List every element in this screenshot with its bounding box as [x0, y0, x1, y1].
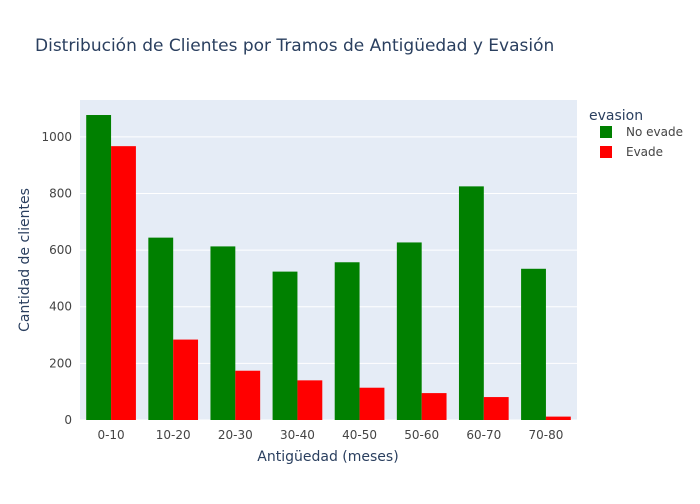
bar-evade-60-70: [483, 397, 509, 420]
y-tick-label: 600: [49, 243, 72, 257]
bar-evade-20-30: [235, 370, 261, 420]
bar-evade-10-20: [173, 339, 199, 420]
legend-label-no-evade: No evade: [626, 125, 683, 139]
legend-title: evasion: [589, 108, 643, 124]
bar-no-evade-10-20: [148, 237, 174, 420]
x-tick-label: 30-40: [280, 428, 315, 442]
bar-evade-70-80: [545, 416, 571, 420]
legend-swatch-no-evade: [600, 126, 612, 138]
y-tick-label: 400: [49, 300, 72, 314]
bar-evade-40-50: [359, 387, 385, 420]
x-tick-label: 50-60: [404, 428, 439, 442]
x-axis-title: Antigüedad (meses): [257, 449, 398, 465]
y-tick-label: 0: [64, 413, 72, 427]
bar-no-evade-0-10: [86, 115, 112, 420]
bar-evade-30-40: [297, 380, 323, 420]
bar-no-evade-20-30: [210, 246, 236, 420]
x-tick-label: 60-70: [466, 428, 501, 442]
bar-no-evade-30-40: [272, 271, 298, 420]
bar-no-evade-50-60: [396, 242, 422, 420]
x-tick-label: 70-80: [529, 428, 564, 442]
x-tick-label: 20-30: [218, 428, 253, 442]
bar-evade-0-10: [111, 146, 136, 420]
y-tick-label: 1000: [41, 130, 72, 144]
legend-swatch-evade: [600, 146, 612, 158]
x-tick-label: 0-10: [97, 428, 124, 442]
y-tick-label: 800: [49, 186, 72, 200]
legend: No evade Evade: [600, 125, 683, 159]
x-tick-label: 10-20: [156, 428, 191, 442]
bar-no-evade-70-80: [521, 268, 546, 420]
bar-no-evade-60-70: [458, 186, 484, 420]
y-tick-label: 200: [49, 356, 72, 370]
bar-no-evade-40-50: [334, 262, 360, 420]
y-axis-title: Cantidad de clientes: [17, 188, 33, 332]
plot-layer: 0 200 400 600 800 1000 0-10 10-20 20-30 30-40 40-5…: [41, 100, 577, 442]
legend-label-evade: Evade: [626, 145, 663, 159]
x-tick-label: 40-50: [342, 428, 377, 442]
bar-evade-50-60: [421, 393, 447, 420]
chart-title: Distribución de Clientes por Tramos de A…: [35, 36, 554, 56]
